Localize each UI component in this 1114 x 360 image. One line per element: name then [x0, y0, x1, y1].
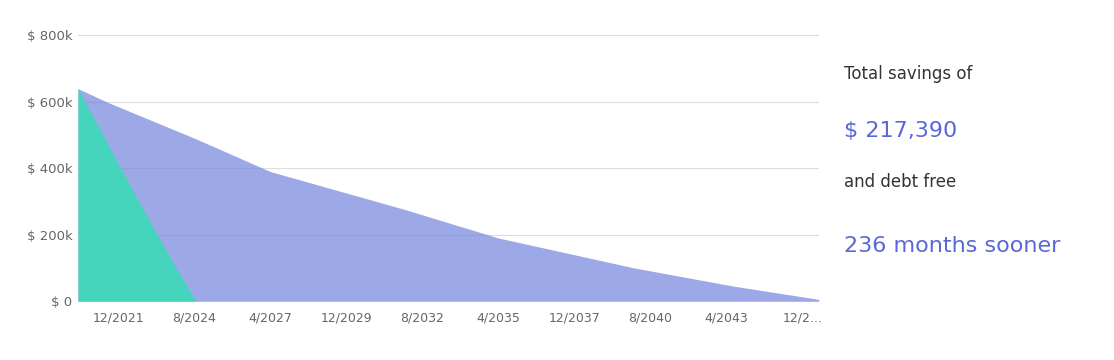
Text: and debt free: and debt free: [844, 173, 957, 191]
Text: Total savings of: Total savings of: [844, 65, 973, 83]
Text: 236 months sooner: 236 months sooner: [844, 236, 1061, 256]
Text: $ 217,390: $ 217,390: [844, 121, 958, 141]
